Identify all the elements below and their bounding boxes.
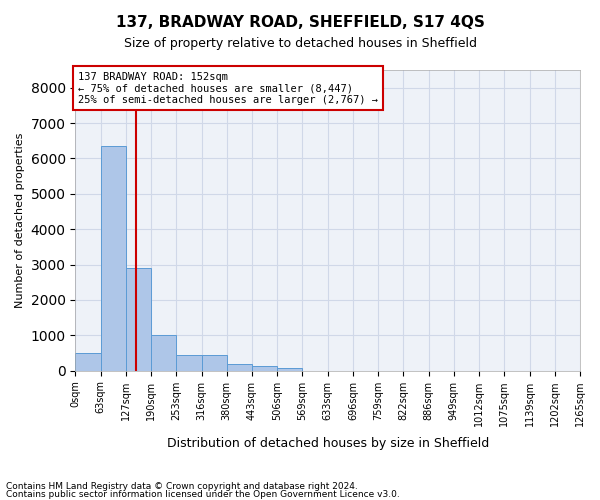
Text: 137, BRADWAY ROAD, SHEFFIELD, S17 4QS: 137, BRADWAY ROAD, SHEFFIELD, S17 4QS [116,15,484,30]
Bar [277,368,302,370]
Bar [227,364,252,370]
Bar [252,366,277,370]
Text: Contains public sector information licensed under the Open Government Licence v3: Contains public sector information licen… [6,490,400,499]
Text: Contains HM Land Registry data © Crown copyright and database right 2024.: Contains HM Land Registry data © Crown c… [6,482,358,491]
Bar [101,146,126,370]
X-axis label: Distribution of detached houses by size in Sheffield: Distribution of detached houses by size … [167,437,489,450]
Bar [202,354,227,370]
Text: Size of property relative to detached houses in Sheffield: Size of property relative to detached ho… [124,38,476,51]
Y-axis label: Number of detached properties: Number of detached properties [15,132,25,308]
Text: 137 BRADWAY ROAD: 152sqm
← 75% of detached houses are smaller (8,447)
25% of sem: 137 BRADWAY ROAD: 152sqm ← 75% of detach… [78,72,378,104]
Bar [126,268,151,370]
Bar [151,336,176,370]
Bar [76,353,101,370]
Bar [176,354,202,370]
